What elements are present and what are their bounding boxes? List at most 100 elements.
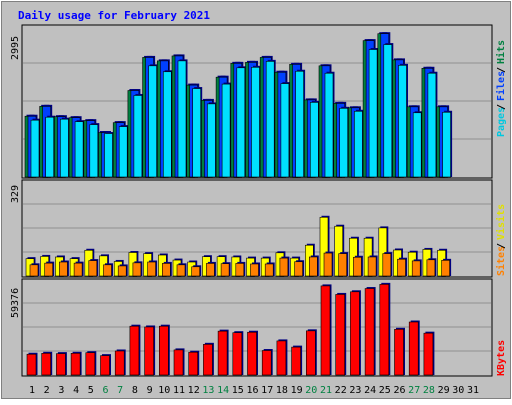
bar-kbytes [56,353,66,376]
x-tick-label: 21 [320,385,332,396]
bar-kbytes [70,353,81,376]
chart-frame-shadow [1,1,511,399]
legend-pages: Pages [496,107,507,137]
scale-max-label: 329 [10,185,21,203]
bar-pages [177,60,187,178]
bar-sites [73,262,83,277]
bar-pages [163,71,172,178]
panel-legend: Pages / Files / Hits [495,40,507,137]
x-tick-label: 14 [217,385,229,396]
bar-kbytes [379,284,390,376]
bar-sites [323,252,333,277]
legend-separator: / [496,67,507,73]
bar-kbytes [394,328,404,376]
x-tick-label: 3 [58,385,64,396]
bar-pages [30,119,40,178]
x-tick-label: 27 [408,385,420,396]
bar-kbytes [232,332,243,376]
bar-pages [60,118,69,178]
bar-kbytes [129,325,140,376]
bars-visits-sites [25,215,452,277]
x-tick-label: 20 [305,385,317,396]
bar-sites [367,256,377,277]
x-tick-label: 13 [202,385,214,396]
bar-kbytes [335,294,346,376]
bar-kbytes [261,350,272,376]
bar-kbytes [41,353,52,376]
legend-sites: Sites [495,246,507,276]
bar-kbytes [188,351,198,376]
x-tick-label: 7 [117,385,123,396]
bar-pages [412,112,422,178]
x-tick-label: 25 [379,385,391,396]
bar-sites [426,259,436,277]
x-tick-label: 12 [188,385,200,396]
bar-pages [383,44,393,178]
panel-kbytes: 59376 KBytes [10,278,507,377]
bar-sites [29,264,39,277]
x-tick-label: 26 [393,385,405,396]
bar-pages [133,95,143,178]
panel-visits-sites: 329 Sites / Visits [10,179,507,278]
bar-sites [59,261,68,277]
bars-hits-files-pages [24,32,453,178]
bar-sites [279,257,289,277]
legend-visits: Visits [495,204,507,240]
x-axis-tick-labels: 1 2 3 4 5 6 7 8 9 10 11 12 13 14 15 16 17 18 19 20 21 22 23 24 2… [29,385,479,396]
bar-sites [103,264,112,277]
x-tick-label: 11 [173,385,185,396]
bar-pages [265,61,275,178]
x-tick-label: 30 [452,385,464,396]
x-tick-label: 6 [102,385,108,396]
x-tick-label: 2 [44,385,50,396]
bar-kbytes [26,353,37,376]
legend-separator: / [496,104,507,110]
bar-pages [104,133,113,178]
bar-kbytes [173,349,184,376]
bar-pages [251,66,260,178]
bar-pages [368,49,378,178]
bar-sites [441,260,450,277]
bar-sites [382,253,392,277]
bar-kbytes [350,291,360,376]
bar-pages [221,83,231,178]
legend-files: Files [495,71,507,101]
bar-sites [162,263,171,277]
scale-max-label: 2995 [10,36,21,60]
panel-legend: Sites / Visits [495,204,507,276]
bar-sites [44,262,54,277]
scale-max-label: 59376 [10,288,21,318]
x-tick-label: 28 [423,385,435,396]
bar-pages [427,72,437,178]
bars-kbytes [26,282,435,376]
bar-pages [118,126,128,178]
bar-sites [235,263,245,277]
bar-sites [117,265,127,277]
bar-sites [147,261,156,277]
x-tick-label: 1 [29,385,35,396]
bar-kbytes [320,285,331,376]
bar-pages [354,110,363,178]
legend-kbytes: KBytes [496,340,507,376]
bar-sites [308,256,318,277]
x-tick-label: 10 [158,385,170,396]
x-tick-label: 23 [349,385,361,396]
x-tick-label: 5 [88,385,94,396]
x-tick-label: 31 [467,385,479,396]
x-tick-label: 9 [147,385,153,396]
x-tick-label: 8 [132,385,138,396]
bar-pages [45,116,55,178]
x-tick-label: 22 [335,385,347,396]
x-tick-label: 18 [276,385,288,396]
bar-pages [442,111,451,178]
bar-kbytes [247,331,257,376]
bar-sites [191,266,200,277]
bar-sites [264,263,274,277]
bar-kbytes [364,288,375,376]
x-tick-label: 4 [73,385,79,396]
bar-sites [397,258,406,277]
bar-pages [398,65,407,178]
bar-kbytes [159,325,169,376]
